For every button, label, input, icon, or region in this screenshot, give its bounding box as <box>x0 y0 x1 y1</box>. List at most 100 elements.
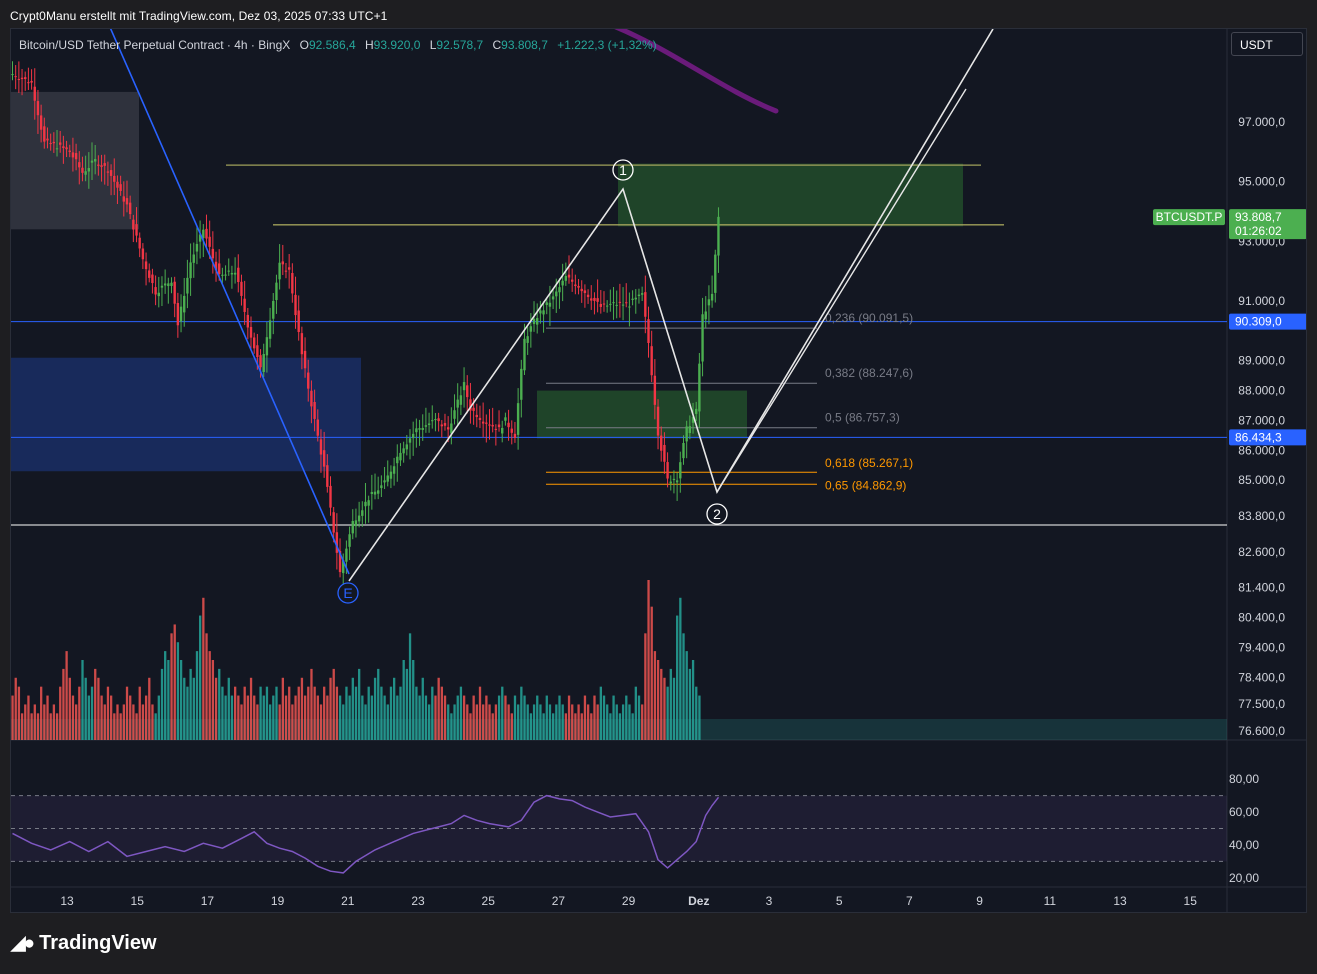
volume-bar <box>291 704 294 740</box>
volume-bar <box>243 686 246 740</box>
volume-bar <box>583 695 587 740</box>
volume-bar <box>440 686 443 740</box>
candle-body <box>462 382 466 391</box>
volume-bar <box>307 686 310 740</box>
volume-bar <box>234 686 237 740</box>
time-tick-label: 7 <box>906 894 913 908</box>
price-tick-label: 79.400,0 <box>1238 640 1285 654</box>
volume-bar <box>268 704 272 740</box>
rsi-tick-label: 40,00 <box>1229 838 1259 852</box>
volume-bar <box>431 686 434 740</box>
candle-body <box>682 443 685 459</box>
candle-body <box>348 534 351 547</box>
volume-bar <box>399 686 402 740</box>
candle-body <box>218 263 221 275</box>
volume-bar <box>272 695 275 740</box>
volume-bar <box>338 695 342 740</box>
ohlc-legend: Bitcoin/USD Tether Perpetual Contract · … <box>19 38 657 52</box>
volume-bar <box>475 704 478 740</box>
volume-bar <box>494 704 498 740</box>
volume-bar <box>421 677 424 740</box>
candle-body <box>628 306 631 308</box>
volume-bar <box>230 695 234 740</box>
candle-body <box>176 302 180 326</box>
candle-body <box>501 427 504 434</box>
candle-body <box>602 303 606 305</box>
chart-canvas[interactable]: 0,236 (90.091,5) 0,382 (88.247,6) 0,5 (86.… <box>11 29 1307 913</box>
candle-body <box>14 76 17 78</box>
candle-body <box>714 254 717 293</box>
candle-body <box>663 444 666 462</box>
volume-bar <box>138 686 141 740</box>
candle-body <box>377 490 380 494</box>
price-tick-label: 91.000,0 <box>1238 294 1285 308</box>
volume-bar <box>510 713 513 740</box>
volume-bar <box>132 704 135 740</box>
candle-body <box>122 196 125 202</box>
candle-body <box>695 408 698 414</box>
candle-body <box>265 337 269 356</box>
candle-body <box>431 420 434 422</box>
wave-label-2-circle <box>706 503 728 525</box>
candle-body <box>631 298 634 300</box>
candle-body <box>281 261 284 265</box>
time-tick-label: 23 <box>411 894 425 908</box>
demand-zone <box>537 390 747 439</box>
volume-bar <box>221 686 224 740</box>
volume-bar <box>647 580 650 740</box>
candle-body <box>446 427 450 430</box>
candle-body <box>386 475 389 482</box>
volume-bar <box>113 713 116 740</box>
volume-bar <box>170 633 173 740</box>
candle-body <box>116 181 119 188</box>
candle-body <box>224 274 227 276</box>
volume-bar <box>345 686 348 740</box>
volume-bar <box>383 695 386 740</box>
candle-body <box>135 224 138 236</box>
low-label: L <box>429 38 437 52</box>
candle-body <box>303 350 307 369</box>
candle-body <box>141 248 145 260</box>
volume-bar <box>300 677 304 740</box>
candle-body <box>472 407 475 411</box>
symbol-tag-label: BTCUSDT.P <box>1156 210 1223 224</box>
volume-bar <box>59 686 62 740</box>
candle-body <box>548 302 552 307</box>
candle-body <box>307 372 310 389</box>
volume-bar <box>367 686 370 740</box>
chart-panel[interactable]: 0,236 (90.091,5) 0,382 (88.247,6) 0,5 (86.… <box>10 28 1307 913</box>
price-tag-upper-bg <box>1229 313 1306 330</box>
candle-body <box>30 80 33 83</box>
candle-body <box>113 175 116 182</box>
volume-bar <box>192 677 195 740</box>
candle-body <box>590 298 593 301</box>
candle-body <box>233 272 237 275</box>
candle-body <box>625 302 628 304</box>
volume-bar <box>482 704 485 740</box>
volume-bar <box>469 713 472 740</box>
symbol-name[interactable]: Bitcoin/USD Tether Perpetual Contract · … <box>19 38 291 52</box>
volume-bar <box>691 660 695 740</box>
wave-label-1: 1 <box>619 162 627 178</box>
volume-bar <box>103 704 106 740</box>
price-tick-label: 77.500,0 <box>1238 697 1285 711</box>
volume-bar <box>437 677 440 740</box>
candle-body <box>173 281 176 304</box>
candle-body <box>170 282 173 286</box>
volume-bar <box>326 695 329 740</box>
fib-label-0: 0,236 (90.091,5) <box>825 311 913 325</box>
currency-selector[interactable]: USDT <box>1231 32 1303 56</box>
candle-body <box>230 273 234 275</box>
price-tick-label: 83.800,0 <box>1238 509 1285 523</box>
candle-body <box>440 424 443 427</box>
volume-bar <box>621 704 625 740</box>
fib-label-2: 0,5 (86.757,3) <box>825 411 900 425</box>
candle-body <box>672 478 676 481</box>
candle-body <box>389 471 393 479</box>
rsi-tick-label: 60,00 <box>1229 805 1259 819</box>
rsi-tick-label: 20,00 <box>1229 871 1259 885</box>
wave-label-e-circle <box>337 582 359 604</box>
candle-body <box>65 147 68 150</box>
volume-bar <box>529 713 533 740</box>
last-price-label: 93.808,7 <box>1235 210 1282 224</box>
